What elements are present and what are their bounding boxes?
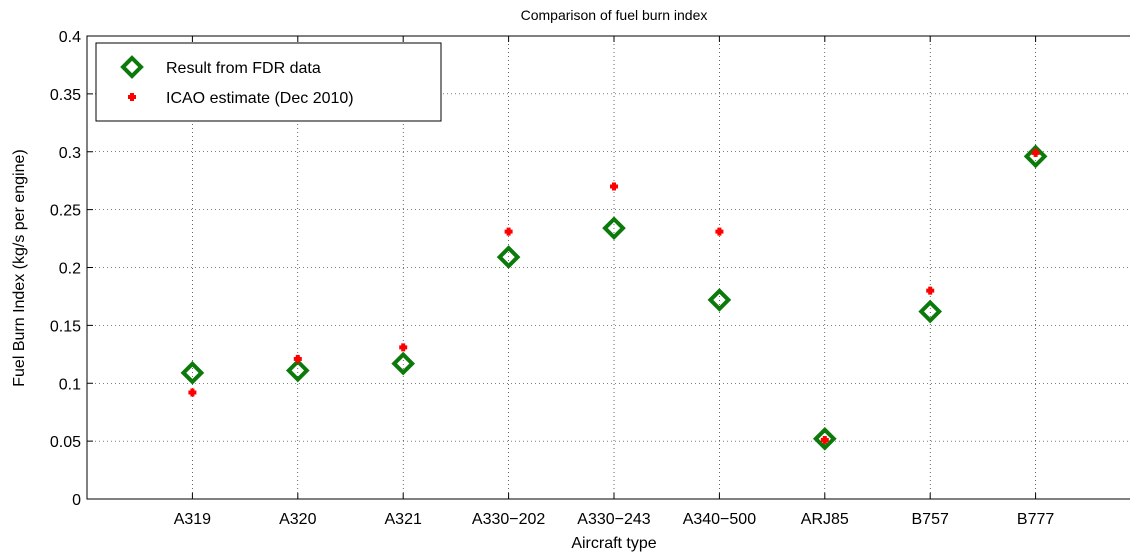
fdr-point [496, 245, 521, 269]
legend-marker-fdr [120, 55, 144, 79]
fdr-point [180, 361, 205, 385]
y-tick-label: 0.4 [59, 29, 81, 46]
data-marks [180, 144, 1048, 451]
legend-box [95, 42, 442, 122]
fdr-point [812, 426, 837, 451]
icao-point [188, 388, 197, 397]
x-tick-label: A330−243 [577, 511, 651, 528]
fdr-point [391, 351, 416, 376]
x-tick-label: A320 [279, 511, 316, 528]
y-tick-label: 0.1 [59, 376, 81, 393]
fdr-point [707, 288, 732, 312]
icao-point [399, 343, 408, 352]
x-tick-label: B777 [1017, 511, 1054, 528]
icao-point [293, 354, 302, 363]
x-axis-label: Aircraft type [571, 535, 656, 552]
y-tick-label: 0.15 [50, 318, 81, 335]
y-tick-label: 0.35 [50, 87, 81, 104]
fdr-point [1023, 144, 1048, 169]
legend-diamond [120, 55, 144, 79]
chart-title: Comparison of fuel burn index [521, 7, 708, 23]
legend-plus [128, 93, 136, 101]
legend-marker-icao [128, 93, 136, 101]
icao-point [926, 286, 935, 295]
y-axis-label: Fuel Burn Index (kg/s per engine) [11, 149, 28, 386]
y-tick-label: 0 [72, 492, 81, 509]
x-axis: A319 A320 A321 A330−202 A330−243 A340−500 ARJ8… [174, 36, 1054, 528]
x-tick-label: B757 [912, 511, 949, 528]
icao-point [610, 182, 618, 191]
icao-point [1031, 148, 1040, 157]
x-tick-label: A319 [174, 511, 211, 528]
y-tick-label: 0.2 [59, 261, 81, 278]
legend: Result from FDR data ICAO estimate (Dec … [95, 42, 442, 122]
x-tick-label: A330−202 [472, 511, 546, 528]
x-tick-label: A321 [385, 511, 422, 528]
y-tick-label: 0.25 [50, 203, 81, 220]
legend-label-icao: ICAO estimate (Dec 2010) [166, 90, 354, 107]
fdr-point [602, 216, 626, 240]
y-axis: 0 0.05 0.1 0.15 0.2 0.25 0.3 0.35 0.4 [50, 29, 93, 509]
x-tick-label: A340−500 [683, 511, 757, 528]
y-tick-label: 0.05 [50, 434, 81, 451]
y-tick-label: 0.3 [59, 145, 81, 162]
x-tick-label: ARJ85 [801, 511, 849, 528]
fdr-point [285, 358, 310, 383]
icao-point [504, 227, 513, 236]
icao-point [715, 227, 724, 236]
fdr-point [918, 299, 943, 324]
legend-label-fdr: Result from FDR data [166, 60, 321, 77]
icao-point [820, 435, 829, 444]
